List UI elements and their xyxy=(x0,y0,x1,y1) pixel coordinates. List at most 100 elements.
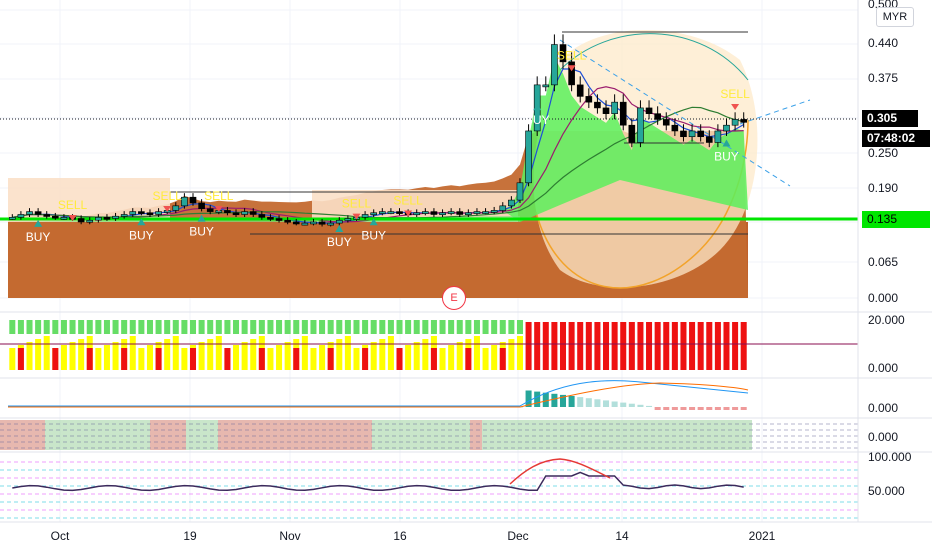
volume-bar xyxy=(146,345,153,370)
volume-bar xyxy=(26,342,33,370)
buy-signal-label: BUY xyxy=(525,113,550,127)
macd-histogram-bar xyxy=(534,391,541,407)
volume-bar xyxy=(215,336,222,370)
volume-bar-red xyxy=(86,348,93,370)
volume-bar xyxy=(69,342,76,370)
volume-bar-top xyxy=(422,320,429,334)
candle-body xyxy=(731,119,739,126)
volume-bar-top xyxy=(370,320,377,334)
volume-bar xyxy=(319,345,326,370)
candle-body xyxy=(585,96,593,103)
macd-histogram-bar xyxy=(568,396,575,407)
volume-bar xyxy=(697,322,704,370)
candle-body xyxy=(34,211,42,215)
currency-selector[interactable]: MYR xyxy=(876,7,914,27)
volume-bar-top xyxy=(327,320,334,334)
volume-bar xyxy=(35,339,42,370)
trend-state-bear xyxy=(470,420,482,450)
sell-arrow xyxy=(163,205,172,212)
candle-body xyxy=(206,208,214,212)
trend-axis-label: 0.000 xyxy=(868,430,898,444)
volume-bar xyxy=(405,345,412,370)
rsi-overbought-segment xyxy=(509,458,611,485)
rally-fill xyxy=(502,57,748,223)
macd-histogram-bar xyxy=(542,392,549,407)
volume-bar xyxy=(344,336,351,370)
volume-bar xyxy=(198,342,205,370)
candle-body xyxy=(482,211,489,214)
volume-bar xyxy=(336,339,343,370)
macd-histogram-bar xyxy=(603,400,610,407)
candle-body xyxy=(714,130,722,143)
sell-arrow xyxy=(404,210,413,217)
volume-bar-red xyxy=(396,348,403,370)
buy-signal-label: BUY xyxy=(26,230,51,244)
rsi-axis-label: 100.000 xyxy=(868,450,912,464)
volume-bar-top xyxy=(448,320,455,334)
candle-body xyxy=(602,107,610,114)
volume-bar-red xyxy=(224,348,231,370)
sell-signal-label: SELL xyxy=(153,189,183,203)
candle-body xyxy=(249,211,257,215)
volume-bar-red xyxy=(430,348,437,370)
volume-bar-top xyxy=(60,320,67,334)
macd-histogram-bar xyxy=(740,407,747,410)
sell-signal-label: SELL xyxy=(393,193,423,207)
candle-body xyxy=(705,136,713,143)
volume-bar xyxy=(516,336,523,370)
macd-histogram-bar xyxy=(732,407,739,410)
volume-bar xyxy=(138,348,145,370)
candle-body xyxy=(662,119,670,126)
candle-body xyxy=(568,61,575,86)
volume-bar-top xyxy=(387,320,394,334)
volume-bar xyxy=(353,348,360,370)
volume-bar xyxy=(413,342,420,370)
time-axis-label: Nov xyxy=(279,529,300,543)
candle-body xyxy=(740,119,748,123)
volume-bar-red xyxy=(52,348,59,370)
volume-bar-top xyxy=(69,320,76,334)
volume-bar-top xyxy=(215,320,222,334)
candle-body xyxy=(310,221,317,225)
volume-bar-top xyxy=(396,320,403,334)
candle-body xyxy=(688,130,696,138)
volume-bar-top xyxy=(439,320,446,334)
candle-body xyxy=(723,124,730,132)
candle-body xyxy=(490,210,498,213)
volume-bar-red xyxy=(17,348,24,370)
candle-body xyxy=(413,212,421,216)
volume-bar xyxy=(689,322,696,370)
candle-body xyxy=(26,211,33,215)
macd-histogram-bar xyxy=(706,407,713,410)
buy-arrow xyxy=(369,218,378,226)
price-axis-label: 0.190 xyxy=(868,181,898,195)
volume-bar xyxy=(129,336,136,370)
macd-histogram-bar xyxy=(585,398,592,407)
time-axis-label: Dec xyxy=(507,529,528,543)
candle-body xyxy=(344,218,352,221)
candle-body xyxy=(327,222,334,226)
volume-bar xyxy=(78,339,85,370)
volume-bar-top xyxy=(336,320,343,334)
volume-bar xyxy=(456,342,463,370)
price-axis-label: 0.375 xyxy=(868,71,898,85)
volume-bar xyxy=(585,322,592,370)
volume-bar-top xyxy=(26,320,33,334)
volume-bar xyxy=(611,322,618,370)
candle-body xyxy=(473,211,481,214)
candle-body xyxy=(232,212,240,216)
volume-bar-top xyxy=(9,320,16,334)
volume-bar xyxy=(241,342,248,370)
volume-bar-top xyxy=(78,320,85,334)
volume-bar xyxy=(508,339,515,370)
volume-bar-top xyxy=(181,320,188,334)
event-marker[interactable]: E xyxy=(442,286,466,310)
volume-bar xyxy=(732,322,739,370)
macd-histogram-bar xyxy=(646,405,653,407)
candle-body xyxy=(318,221,326,225)
volume-bar-top xyxy=(482,320,489,334)
macd-histogram-bar xyxy=(525,390,532,407)
volume-bar-top xyxy=(189,320,197,334)
